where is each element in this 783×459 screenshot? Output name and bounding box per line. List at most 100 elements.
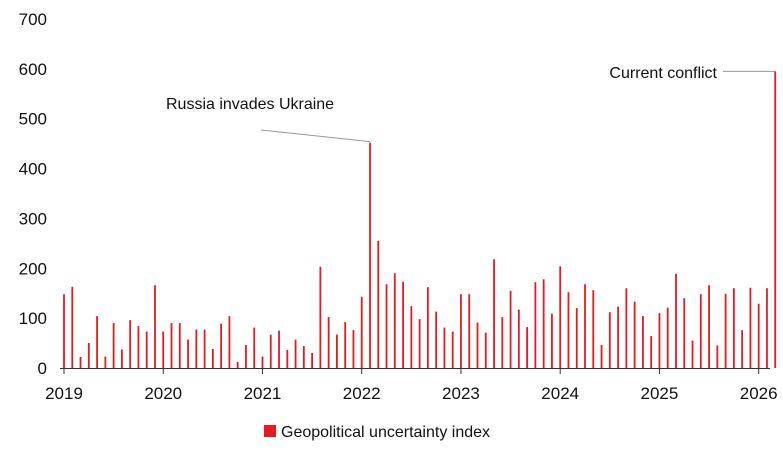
bar [137,326,140,368]
bar [220,323,223,368]
bar [63,294,65,368]
x-tick-label: 2025 [641,384,679,403]
y-tick-label: 400 [19,160,47,179]
y-tick-label: 200 [19,259,47,278]
y-tick-label: 500 [19,110,47,129]
bar [633,301,636,368]
legend-label: Geopolitical uncertainty index [281,424,490,441]
bar [691,340,694,368]
bar [509,290,512,368]
bar-series [63,71,777,368]
annotations: Russia invades Ukraine Current conflict [166,65,776,143]
bar [658,313,661,368]
bar [154,285,156,368]
bar [708,285,710,368]
bar [360,296,363,368]
bar [369,142,371,368]
bar [261,356,264,368]
y-tick-label: 700 [19,10,47,29]
y-tick-label: 100 [19,309,47,328]
bar [418,319,421,368]
bar [468,294,471,368]
bar [162,331,165,368]
y-tick-label: 0 [38,359,47,378]
bar [484,332,487,368]
bar [724,293,727,368]
bar [377,240,380,368]
bar [650,336,653,368]
bar [534,282,537,368]
bar [129,320,132,368]
bar [319,266,322,368]
bar [443,327,446,368]
bar [592,290,595,368]
bar [286,350,289,368]
bar [245,345,247,368]
bar [675,273,677,368]
y-axis: 0 100 200 300 400 500 600 700 [19,10,47,378]
bar [170,323,173,368]
x-tick-label: 2021 [244,384,282,403]
x-tick-label: 2026 [740,384,778,403]
x-tick-label: 2022 [343,384,381,403]
bar [327,317,330,368]
bar [493,259,495,368]
bar [278,330,280,368]
bar [526,327,529,368]
bar [120,349,123,368]
bar [393,273,396,368]
bar [96,316,98,368]
bar [757,303,760,368]
bar [749,287,752,368]
bar [567,292,570,368]
annotation-current-conflict: Current conflict [609,65,717,82]
bar [451,331,454,368]
annotation-russia-invades-ukraine: Russia invades Ukraine [166,96,334,113]
bar [352,330,355,368]
bar [385,284,388,368]
bar [294,339,297,368]
bar [476,322,479,368]
bar [542,279,545,368]
bar [625,288,628,368]
bar [79,357,82,368]
bar [766,288,768,368]
bar [203,329,206,368]
bar [269,334,272,368]
annotation-leader-line [260,129,371,143]
bar [112,323,115,368]
bar [87,343,90,368]
bar [228,316,231,368]
bar [435,311,438,368]
bar [178,323,181,368]
y-tick-label: 300 [19,209,47,228]
bar [236,362,239,368]
bar [551,313,553,368]
bar [559,266,562,368]
bar [666,307,669,368]
x-tick-label: 2024 [541,384,579,403]
bar [501,317,504,368]
bar [336,334,338,368]
bar [402,281,404,368]
bar [187,339,189,368]
bar [517,309,520,368]
bar [642,316,644,368]
bar [71,286,74,368]
y-tick-label: 600 [19,60,47,79]
bar [426,287,429,368]
x-tick-label: 2023 [442,384,480,403]
bar [195,329,198,368]
bar [741,330,744,368]
bar [344,322,347,368]
bar [211,349,214,368]
bar [699,294,702,368]
bar [145,331,148,368]
bar [584,284,586,368]
bar [608,312,611,368]
bar [460,294,462,368]
bar [617,306,619,368]
bar [683,298,686,368]
bar [410,306,413,368]
